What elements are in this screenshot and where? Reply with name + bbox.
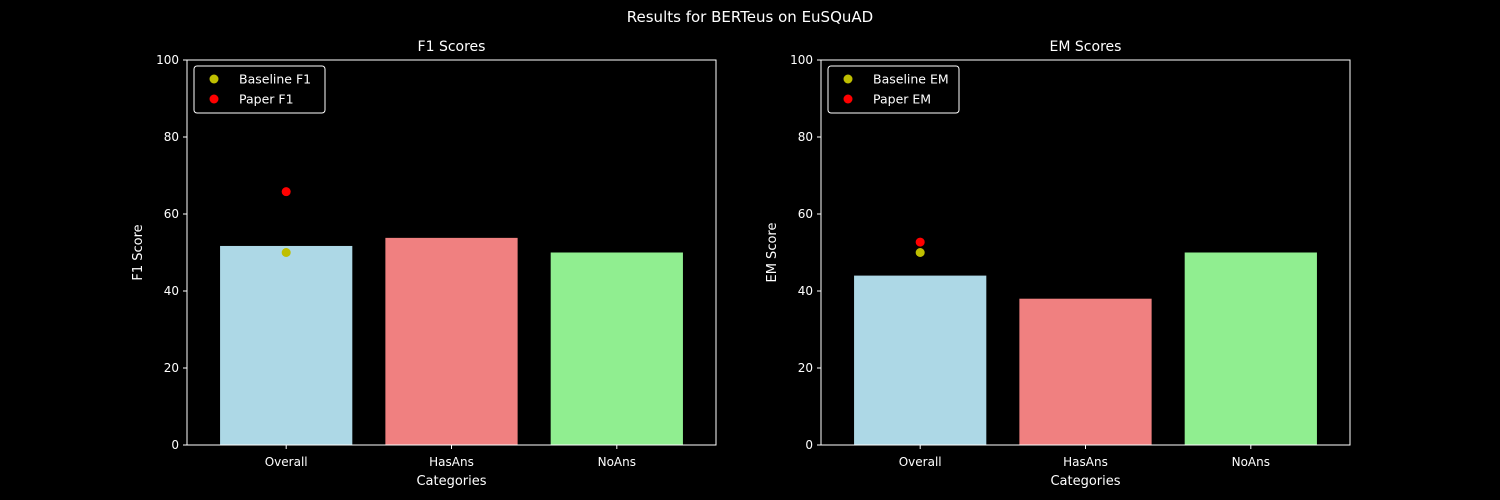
legend-marker	[843, 94, 853, 104]
marker-paper-f1	[281, 187, 291, 197]
y-tick-label: 20	[164, 361, 179, 375]
bar-noans	[1184, 252, 1317, 445]
x-axis-label: Categories	[1050, 474, 1120, 489]
legend: Baseline EM Paper EM	[827, 65, 960, 114]
bar-noans	[550, 252, 683, 445]
bar-overall	[854, 275, 987, 445]
x-tick-label: Overall	[265, 455, 308, 469]
em-chart: 0 20 40 60 80 100 Overall HasAns NoAns EM Scores C…	[765, 39, 1351, 489]
marker-paper-em	[915, 237, 925, 247]
legend-label: Paper F1	[239, 92, 294, 107]
x-tick-label: HasAns	[429, 455, 474, 469]
marker-baseline-em	[915, 248, 925, 257]
x-tick-label: HasAns	[1063, 455, 1108, 469]
y-tick-label: 60	[798, 207, 813, 221]
legend-marker	[209, 74, 219, 84]
y-axis-label: EM Score	[765, 223, 780, 283]
figure-title: Results for BERTeus on EuSQuAD	[627, 8, 873, 26]
legend: Baseline F1 Paper F1	[193, 65, 326, 114]
y-tick-label: 80	[164, 130, 179, 144]
bar-hasans	[385, 237, 518, 445]
y-tick-label: 0	[805, 438, 813, 452]
bar-hasans	[1019, 298, 1152, 445]
x-axis-label: Categories	[416, 474, 486, 489]
y-axis-label: F1 Score	[131, 224, 146, 280]
y-tick-label: 100	[156, 53, 179, 67]
x-tick-label: NoAns	[1232, 455, 1270, 469]
bar-overall	[220, 245, 353, 445]
legend-box	[827, 65, 960, 114]
y-tick-label: 60	[164, 207, 179, 221]
legend-label: Paper EM	[873, 92, 931, 107]
y-tick-label: 40	[164, 284, 179, 298]
legend-box	[193, 65, 326, 114]
x-tick-label: Overall	[899, 455, 942, 469]
y-tick-label: 40	[798, 284, 813, 298]
marker-baseline-f1	[281, 248, 291, 257]
legend-marker	[209, 94, 219, 104]
y-tick-label: 100	[790, 53, 813, 67]
legend-label: Baseline F1	[239, 72, 311, 87]
y-tick-label: 20	[798, 361, 813, 375]
legend-label: Baseline EM	[873, 72, 949, 87]
chart-title: F1 Scores	[418, 39, 486, 55]
x-tick-label: NoAns	[598, 455, 636, 469]
chart-title: EM Scores	[1050, 39, 1122, 55]
legend-marker	[843, 74, 853, 84]
y-tick-label: 80	[798, 130, 813, 144]
f1-chart: 0 20 40 60 80 100 Overall HasAns NoAns F1 Scores C…	[131, 39, 717, 489]
y-tick-label: 0	[171, 438, 179, 452]
